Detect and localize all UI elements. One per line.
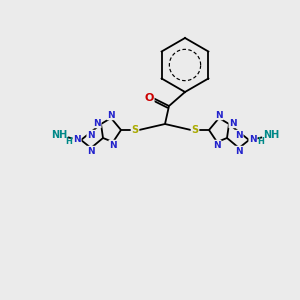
- Text: N: N: [93, 118, 101, 127]
- Text: N: N: [249, 136, 257, 145]
- Text: N: N: [215, 110, 223, 119]
- Text: S: S: [191, 125, 199, 135]
- Text: O: O: [144, 93, 154, 103]
- Text: N: N: [87, 130, 95, 140]
- Text: H: H: [258, 137, 264, 146]
- Text: N: N: [87, 146, 95, 155]
- Text: N: N: [73, 136, 81, 145]
- Text: N: N: [235, 130, 243, 140]
- Text: S: S: [131, 125, 139, 135]
- Text: N: N: [109, 140, 117, 149]
- Text: N: N: [107, 110, 115, 119]
- Text: N: N: [235, 146, 243, 155]
- Text: NH: NH: [263, 130, 279, 140]
- Text: N: N: [213, 140, 221, 149]
- Text: N: N: [229, 118, 237, 127]
- Text: H: H: [66, 137, 72, 146]
- Text: NH: NH: [51, 130, 67, 140]
